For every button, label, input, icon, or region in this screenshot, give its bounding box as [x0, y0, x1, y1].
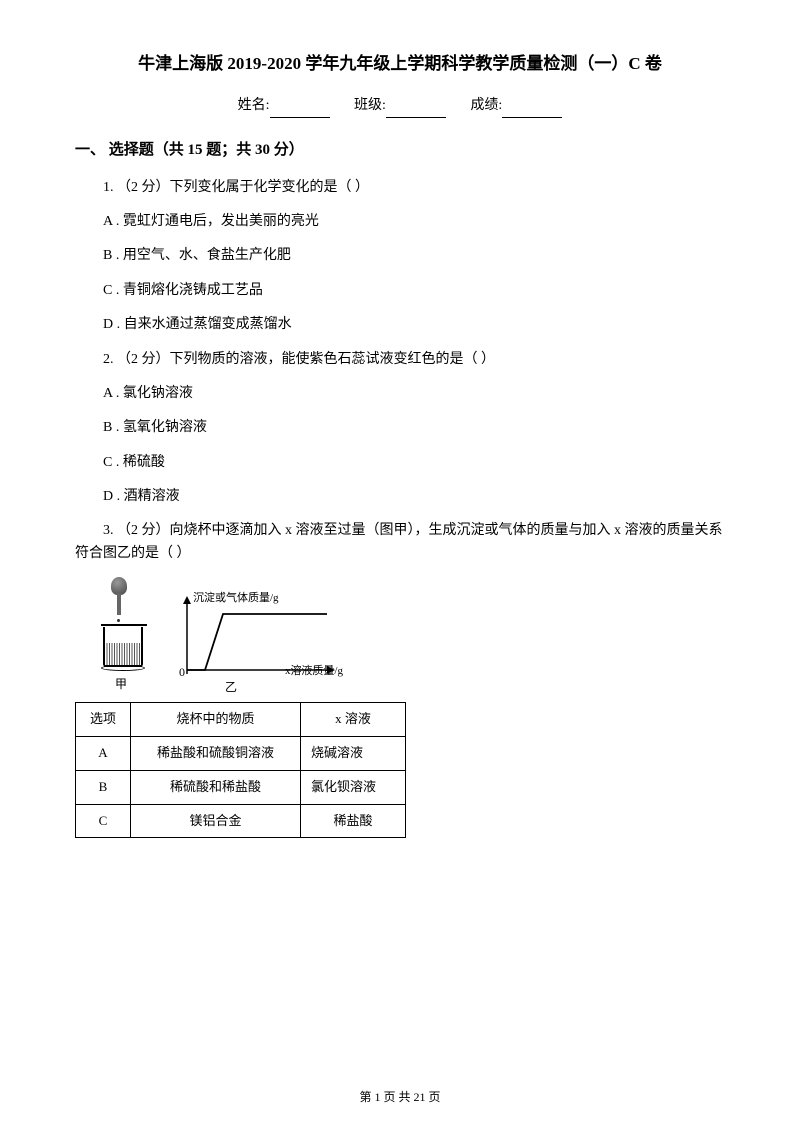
- q1-option-a: A . 霓虹灯通电后，发出美丽的亮光: [75, 211, 725, 233]
- page-title: 牛津上海版 2019-2020 学年九年级上学期科学教学质量检测（一）C 卷: [75, 50, 725, 77]
- name-label: 姓名:: [238, 98, 270, 113]
- drop-icon: [117, 619, 120, 622]
- page-footer: 第 1 页 共 21 页: [0, 1088, 800, 1107]
- q2-option-d: D . 酒精溶液: [75, 486, 725, 508]
- table-row: A 稀盐酸和硫酸铜溶液 烧碱溶液: [76, 737, 406, 771]
- table-cell: 稀盐酸: [301, 804, 406, 838]
- x-axis-label: x溶液质量/g: [285, 663, 343, 681]
- score-blank: [502, 102, 562, 118]
- table-cell: 镁铝合金: [131, 804, 301, 838]
- table-header-cell: 烧杯中的物质: [131, 703, 301, 737]
- name-blank: [270, 102, 330, 118]
- q3-stem: 3. （2 分）向烧杯中逐滴加入 x 溶液至过量（图甲），生成沉淀或气体的质量与…: [75, 520, 725, 565]
- table-cell: 稀硫酸和稀盐酸: [131, 770, 301, 804]
- q2-option-a: A . 氯化钠溶液: [75, 383, 725, 405]
- table-cell: 烧碱溶液: [301, 737, 406, 771]
- student-info-line: 姓名: 班级: 成绩:: [75, 95, 725, 117]
- y-axis-label: 沉淀或气体质量/g: [193, 590, 279, 608]
- q1-stem: 1. （2 分）下列变化属于化学变化的是（ ）: [75, 177, 725, 199]
- q1-option-b: B . 用空气、水、食盐生产化肥: [75, 245, 725, 267]
- table-cell: A: [76, 737, 131, 771]
- table-row: C 镁铝合金 稀盐酸: [76, 804, 406, 838]
- q2-stem: 2. （2 分）下列物质的溶液，能使紫色石蕊试液变红色的是（ ）: [75, 349, 725, 371]
- beaker-icon: [103, 627, 143, 667]
- graph-diagram: 沉淀或气体质量/g 0 x溶液质量/g 乙: [175, 592, 345, 692]
- q2-option-c: C . 稀硫酸: [75, 452, 725, 474]
- class-blank: [386, 102, 446, 118]
- origin-label: 0: [179, 663, 185, 682]
- q3-diagram: 甲 沉淀或气体质量/g 0 x溶液质量/g 乙: [95, 577, 725, 692]
- beaker-base-icon: [101, 665, 145, 671]
- dropper-tube-icon: [117, 593, 121, 615]
- table-row: B 稀硫酸和稀盐酸 氯化钡溶液: [76, 770, 406, 804]
- q1-option-c: C . 青铜熔化浇铸成工艺品: [75, 280, 725, 302]
- liquid-icon: [105, 643, 141, 665]
- table-cell: B: [76, 770, 131, 804]
- yi-label: 乙: [225, 678, 237, 697]
- table-cell: 氯化钡溶液: [301, 770, 406, 804]
- q3-options-table: 选项 烧杯中的物质 x 溶液 A 稀盐酸和硫酸铜溶液 烧碱溶液 B 稀硫酸和稀盐…: [75, 702, 406, 838]
- beaker-diagram: 甲: [95, 577, 155, 692]
- table-header-cell: x 溶液: [301, 703, 406, 737]
- jia-label: 甲: [115, 675, 127, 694]
- q2-option-b: B . 氢氧化钠溶液: [75, 417, 725, 439]
- table-header-row: 选项 烧杯中的物质 x 溶液: [76, 703, 406, 737]
- table-header-cell: 选项: [76, 703, 131, 737]
- score-label: 成绩:: [470, 98, 502, 113]
- class-label: 班级:: [354, 98, 386, 113]
- table-cell: 稀盐酸和硫酸铜溶液: [131, 737, 301, 771]
- section-heading: 一、 选择题（共 15 题；共 30 分）: [75, 138, 725, 162]
- q1-option-d: D . 自来水通过蒸馏变成蒸馏水: [75, 314, 725, 336]
- table-cell: C: [76, 804, 131, 838]
